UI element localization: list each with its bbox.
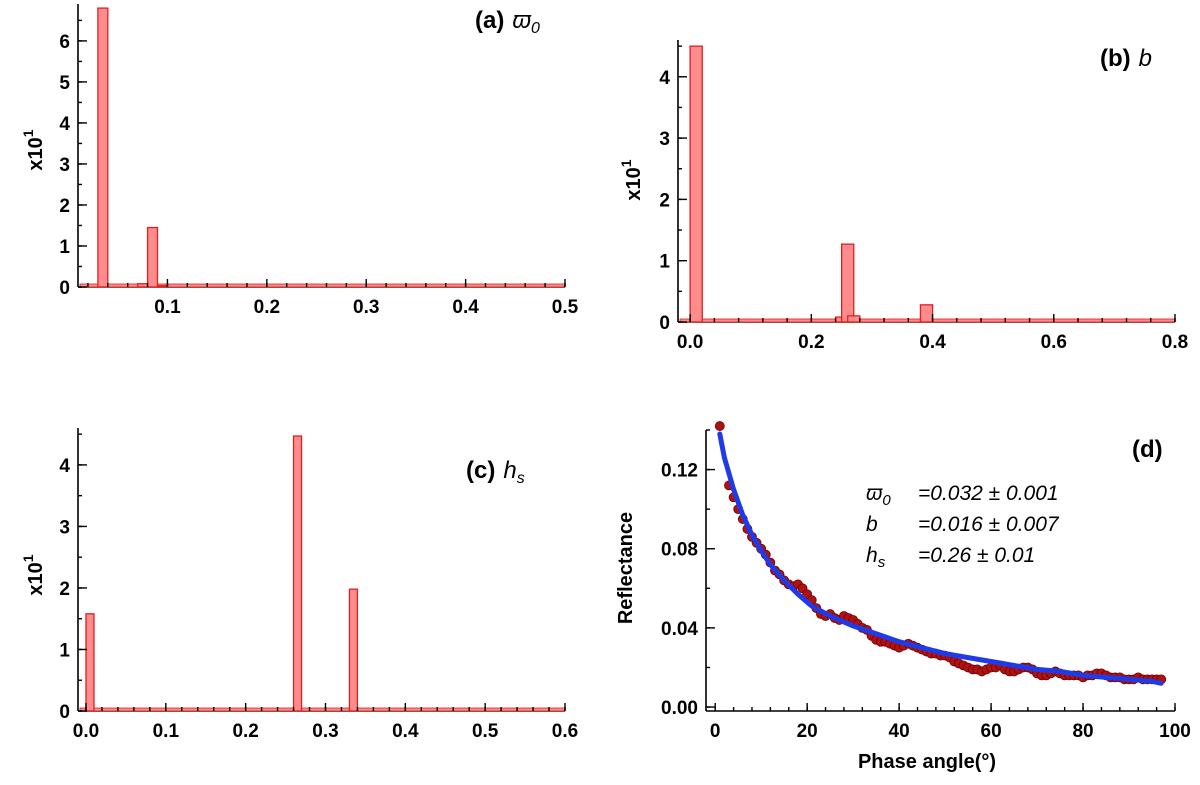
panel-b-bar	[919, 304, 934, 323]
panel-c-y-ticks: 0 1 2 3 4	[59, 433, 87, 723]
panel-c-baseline-bar	[79, 707, 566, 712]
panel-c-y-tick-label: 3	[59, 517, 70, 538]
panel-a-y-label: x101	[20, 129, 47, 170]
panel-a-x-tick-label: 0.3	[353, 297, 379, 318]
panel-b-x-tick-label: 0.6	[1041, 332, 1067, 353]
panel-d-y-tick-label: 0.00	[661, 698, 698, 719]
panel-d-y-label: Reflectance	[615, 512, 637, 624]
panel-d-y-tick-label: 0.04	[661, 619, 698, 640]
panel-c-x-tick-label: 0.1	[153, 721, 180, 742]
panel-a-bars	[79, 7, 566, 288]
panel-a-bar	[136, 283, 149, 288]
panel-d-x-tick-label: 20	[797, 721, 818, 742]
panel-b-bars	[679, 45, 1176, 323]
param-b-symbol: b	[866, 513, 878, 536]
param-b-value: =0.016 ± 0.007	[918, 513, 1060, 536]
panel-b-y-tick-label: 4	[659, 68, 670, 89]
panel-a-x-ticks: 0.1 0.2 0.3 0.4 0.5	[87, 279, 579, 318]
panel-d-axes	[705, 430, 1175, 712]
panel-d-phase-curve: 0 20 40 60 80 100 0.00 0.04 0.08 0.12 Reflectanc…	[615, 421, 1191, 773]
panel-d-y-tick-label: 0.08	[661, 540, 698, 561]
panel-b-bar	[847, 315, 861, 323]
param-hs-symbol: hs	[866, 544, 886, 571]
panel-c-y-label: x101	[20, 554, 47, 595]
panel-c-bar	[85, 613, 95, 712]
panel-c-x-tick-label: 0.3	[312, 721, 338, 742]
panel-b-x-tick-label: 0.2	[798, 332, 824, 353]
panel-c-x-tick-label: 0.2	[232, 721, 258, 742]
param-hs-value: =0.26 ± 0.01	[918, 544, 1035, 567]
panel-a-y-tick-label: 4	[59, 114, 70, 135]
panel-d-fit-line	[717, 431, 1164, 686]
panel-b-axes	[677, 40, 1175, 323]
panel-c-x-tick-label: 0.0	[73, 721, 99, 742]
fit-parameters: ϖ0 =0.032 ± 0.001 b =0.016 ± 0.007 hs =0…	[866, 482, 1060, 571]
panel-b-bar	[689, 45, 703, 323]
panel-a-bar	[156, 285, 169, 288]
panel-d-title: (d)	[1132, 436, 1163, 463]
panel-b-bar	[840, 243, 855, 323]
panel-b-x-tick-label: 0.8	[1162, 332, 1188, 353]
panel-b-y-label: x101	[618, 159, 645, 200]
panel-c-bar	[292, 435, 303, 712]
panel-a-histogram: 0.1 0.2 0.3 0.4 0.5 0 1 2 3 4 5 6 x101 (a) ϖ0	[20, 4, 579, 318]
panel-a-y-tick-label: 3	[59, 155, 70, 176]
panel-b-histogram: 0.0 0.2 0.4 0.6 0.8 0 1 2 3 4 x101 (b) b	[618, 40, 1188, 353]
param-omega-value: =0.032 ± 0.001	[918, 482, 1059, 505]
panel-b-y-ticks: 0 1 2 3 4	[659, 45, 687, 334]
panel-b-y-tick-label: 1	[659, 252, 670, 273]
panel-b-x-tick-label: 0.0	[677, 332, 703, 353]
panel-c-bar	[348, 588, 359, 712]
panel-b-y-tick-label: 3	[659, 129, 670, 150]
panel-b-y-tick-label: 2	[659, 190, 670, 211]
panel-a-x-tick-label: 0.2	[254, 297, 280, 318]
panel-a-x-tick-label: 0.5	[552, 297, 579, 318]
panel-b-x-tick-label: 0.4	[919, 332, 946, 353]
panel-c-bars	[79, 435, 566, 712]
panel-d-x-tick-label: 100	[1159, 721, 1191, 742]
panel-c-y-tick-label: 4	[59, 456, 70, 477]
panel-d-x-tick-label: 40	[889, 721, 910, 742]
panel-a-x-tick-label: 0.1	[154, 297, 181, 318]
panel-d-y-tick-label: 0.12	[661, 461, 698, 482]
panel-a-y-tick-label: 5	[59, 73, 70, 94]
panel-d-x-label: Phase angle(°)	[858, 751, 996, 773]
panel-c-y-tick-label: 0	[59, 702, 70, 723]
panel-b-title: (b) b	[1100, 45, 1152, 72]
panel-a-x-tick-label: 0.4	[452, 297, 479, 318]
panel-c-y-tick-label: 1	[59, 640, 70, 661]
panel-c-x-ticks: 0.0 0.1 0.2 0.3 0.4 0.5 0.6	[73, 703, 578, 742]
panel-d-x-tick-label: 80	[1072, 721, 1093, 742]
panel-d-y-ticks: 0.00 0.04 0.08 0.12	[661, 429, 715, 719]
panel-c-title: (c) hs	[466, 457, 525, 487]
panel-b-y-tick-label: 0	[659, 313, 670, 334]
panel-a-bar	[97, 7, 109, 288]
panel-d-x-ticks: 0 20 40 60 80 100	[710, 703, 1191, 742]
panel-c-x-tick-label: 0.5	[472, 721, 499, 742]
panel-a-y-tick-label: 6	[59, 32, 70, 53]
panel-c-x-tick-label: 0.6	[552, 721, 578, 742]
panel-b-x-ticks: 0.0 0.2 0.4 0.6 0.8	[677, 314, 1188, 353]
panel-d-x-tick-label: 60	[981, 721, 1002, 742]
param-omega-symbol: ϖ0	[866, 482, 891, 509]
panel-a-bar	[146, 226, 159, 288]
panel-a-y-tick-label: 1	[59, 237, 70, 258]
panel-a-y-ticks: 0 1 2 3 4 5 6	[59, 19, 87, 299]
panel-c-y-tick-label: 2	[59, 579, 70, 600]
panel-a-y-tick-label: 2	[59, 196, 70, 217]
panel-c-x-tick-label: 0.4	[392, 721, 419, 742]
panel-a-title: (a) ϖ0	[475, 7, 540, 37]
panel-a-y-tick-label: 0	[59, 278, 70, 299]
panel-d-x-tick-label: 0	[710, 721, 721, 742]
panel-d-observed-point	[714, 421, 725, 431]
panel-c-histogram: 0.0 0.1 0.2 0.3 0.4 0.5 0.6 0 1 2 3 4 x101 (c) hs	[20, 428, 578, 742]
